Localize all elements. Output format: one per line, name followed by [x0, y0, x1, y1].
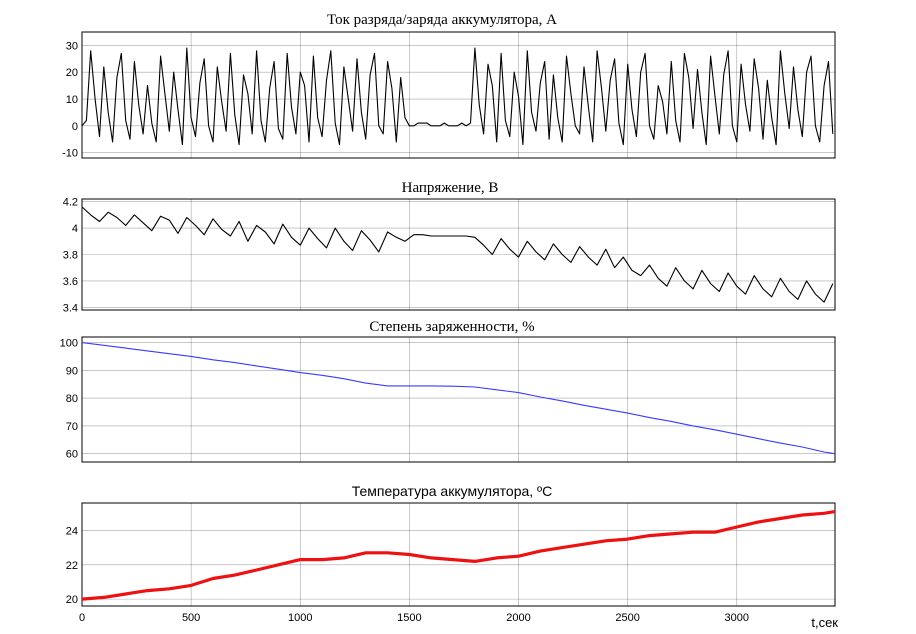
temperature-chart-frame [81, 502, 836, 607]
y-tick-label: 80 [66, 393, 78, 405]
y-tick-label: 30 [66, 40, 78, 52]
series-line-2-0 [81, 342, 836, 455]
y-tick-label: 20 [66, 594, 78, 606]
y-tick-label: 10 [66, 94, 78, 106]
current-chart-frame [81, 31, 836, 159]
x-tick-label: 500 [182, 612, 200, 624]
soc-chart-frame [81, 336, 836, 463]
time-axis: 0 500 1000 1500 2000 2500 3000 [79, 612, 749, 624]
soc-chart: Степень заряженности, % 60 70 80 90 100 [60, 319, 836, 463]
y-tick-label: 4.2 [63, 197, 78, 209]
y-tick-label: 20 [66, 67, 78, 79]
voltage-chart-title: Напряжение, В [402, 180, 499, 196]
y-tick-label: 24 [66, 525, 78, 537]
y-tick-label: 0 [72, 121, 78, 133]
current-chart: Ток разряда/заряда аккумулятора, А -10 0 1… [62, 12, 836, 160]
y-tick-label: -10 [62, 148, 78, 160]
x-tick-label: 2000 [506, 612, 530, 624]
temperature-chart: Температура аккумулятора, ºC 20 22 24 [66, 483, 836, 607]
temperature-chart-title: Температура аккумулятора, ºC [352, 483, 553, 499]
soc-chart-title: Степень заряженности, % [369, 319, 534, 335]
y-tick-label: 3.4 [63, 302, 78, 314]
voltage-chart: Напряжение, В 3.4 3.6 3.8 4 4.2 [63, 180, 836, 314]
y-tick-label: 3.8 [63, 250, 78, 262]
x-tick-label: 1000 [288, 612, 312, 624]
series-line-0-0 [81, 47, 834, 146]
y-tick-label: 100 [60, 338, 78, 350]
x-tick-label: 0 [79, 612, 85, 624]
x-tick-label: 3000 [725, 612, 749, 624]
y-tick-label: 4 [72, 223, 78, 235]
series-line-1-0 [81, 206, 834, 303]
time-axis-label: t,сек [811, 615, 838, 630]
y-tick-label: 3.6 [63, 276, 78, 288]
y-tick-label: 90 [66, 365, 78, 377]
y-tick-label: 22 [66, 560, 78, 572]
series-line-3-0 [81, 510, 836, 601]
x-tick-label: 2500 [615, 612, 639, 624]
current-chart-title: Ток разряда/заряда аккумулятора, А [327, 12, 557, 28]
y-tick-label: 60 [66, 449, 78, 461]
y-tick-label: 70 [66, 421, 78, 433]
voltage-chart-frame [81, 198, 836, 311]
x-tick-label: 1500 [397, 612, 421, 624]
